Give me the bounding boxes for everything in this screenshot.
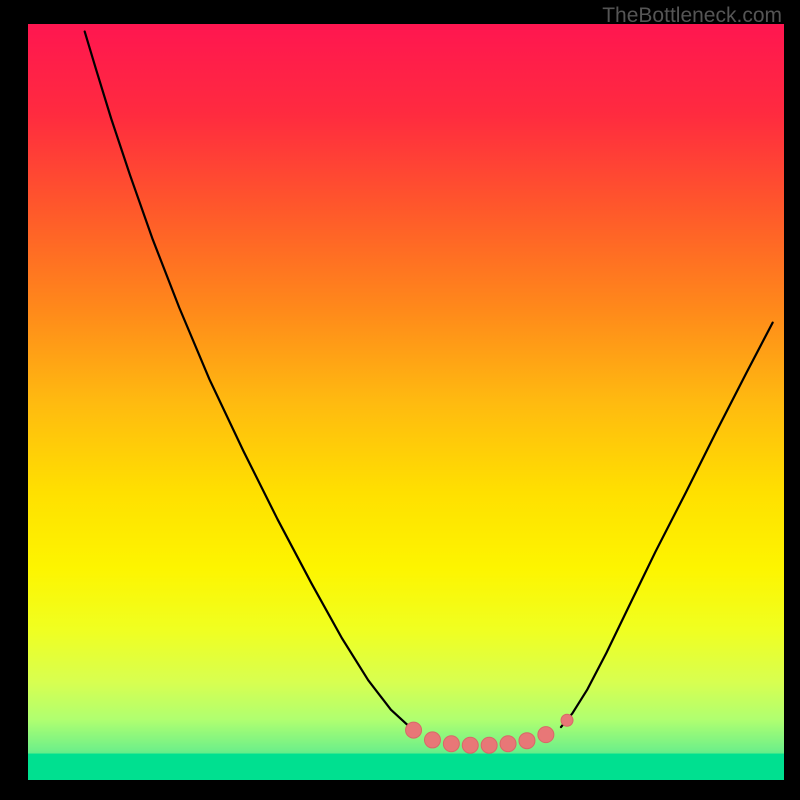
bottleneck-chart — [0, 0, 800, 800]
chart-container: TheBottleneck.com — [0, 0, 800, 800]
watermark-text: TheBottleneck.com — [602, 4, 782, 28]
